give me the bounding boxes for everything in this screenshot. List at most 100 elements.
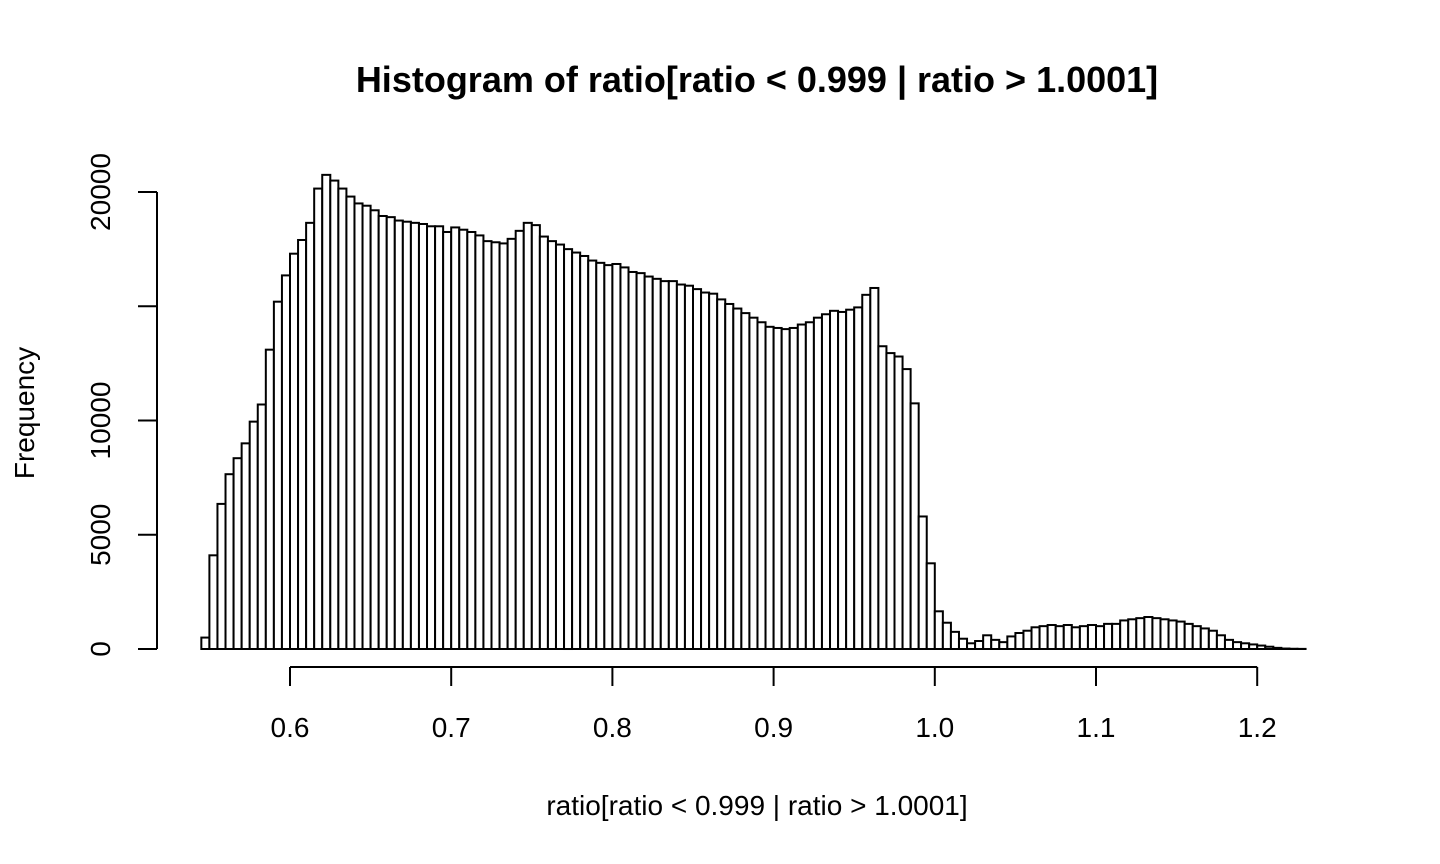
histogram-bar [998, 641, 1009, 651]
histogram-bar [264, 348, 275, 650]
histogram-bar [1046, 624, 1057, 651]
histogram-bar [1272, 646, 1283, 650]
histogram-bar [764, 325, 775, 650]
histogram-bar [361, 204, 372, 651]
histogram-bar [909, 402, 920, 650]
histogram-bar [401, 220, 412, 651]
histogram-bar [933, 610, 944, 650]
histogram-bar [506, 237, 517, 650]
histogram-bar [740, 312, 751, 650]
histogram-bar [829, 309, 840, 650]
histogram-bar [893, 355, 904, 650]
histogram-bar [1095, 625, 1106, 651]
histogram-bar [409, 221, 420, 650]
histogram-bar [1078, 625, 1089, 651]
x-tick-label: 0.9 [754, 712, 793, 743]
histogram-bar [885, 352, 896, 650]
histogram-bar [1135, 617, 1146, 651]
histogram-bar [1054, 625, 1065, 651]
histogram-bar [756, 321, 767, 650]
histogram-bar [925, 562, 936, 650]
histogram-bar [708, 292, 719, 650]
histogram-bar [289, 252, 300, 650]
histogram-bar [563, 248, 574, 651]
histogram-bar [1240, 642, 1251, 650]
histogram-bar [554, 243, 566, 650]
histogram-bar [571, 251, 582, 651]
histogram-bar [280, 274, 292, 650]
histogram-bar [1199, 627, 1210, 650]
x-tick-label: 1.2 [1238, 712, 1277, 743]
y-tick-label: 0 [85, 641, 116, 657]
histogram-bar [1183, 622, 1194, 650]
histogram-bar [369, 209, 380, 650]
histogram-bar [1143, 616, 1154, 651]
histogram-bar [1159, 618, 1170, 650]
histogram-bar [772, 326, 783, 650]
y-tick-label: 10000 [85, 382, 116, 460]
histogram-bar [1191, 625, 1202, 651]
histogram-bar [788, 326, 799, 650]
histogram-bar [538, 235, 549, 650]
histogram-bar [917, 515, 928, 650]
histogram-bar [635, 272, 646, 650]
histogram-bar [385, 216, 396, 650]
histogram-bar [200, 636, 211, 651]
histogram-bar [417, 222, 429, 651]
histogram-bar [595, 261, 606, 650]
x-tick-label: 0.7 [432, 712, 471, 743]
histogram-bar [329, 179, 340, 651]
histogram-bar [256, 403, 267, 650]
histogram-bar [619, 266, 630, 650]
histogram-bar [514, 229, 525, 650]
histogram-bar [837, 310, 848, 650]
y-axis-label: Frequency [9, 347, 40, 479]
histogram-bar [1070, 626, 1081, 650]
histogram-bar [957, 637, 969, 650]
histogram-bar [949, 630, 960, 650]
histogram-bar [458, 228, 469, 650]
histogram-bar [490, 241, 501, 651]
histogram-bar [232, 457, 243, 651]
histogram-bar [643, 275, 654, 650]
bars-group [200, 173, 1307, 651]
histogram-bar [611, 262, 622, 650]
histogram-bar [337, 187, 348, 650]
histogram-bar [1030, 626, 1041, 650]
histogram-bar [724, 302, 735, 650]
x-tick-label: 1.0 [915, 712, 954, 743]
histogram-bar [345, 195, 356, 650]
histogram-bar [941, 621, 952, 650]
histogram-bar [450, 226, 461, 650]
histogram-bar [482, 240, 493, 650]
histogram-bar [1062, 624, 1073, 651]
histogram-bar [667, 280, 678, 650]
histogram-bar [208, 554, 219, 651]
histogram-bar [820, 313, 832, 650]
x-tick-label: 1.1 [1077, 712, 1116, 743]
histogram-bar [845, 308, 856, 650]
histogram-bar [522, 221, 533, 650]
histogram-bar [1006, 635, 1017, 650]
histogram-bar [1264, 645, 1275, 650]
histogram-bar [877, 345, 888, 650]
histogram-bar [780, 328, 791, 650]
histogram-bar [1038, 625, 1049, 651]
histogram-bar [498, 242, 509, 650]
histogram-bar [966, 642, 977, 650]
histogram-bar [1086, 624, 1097, 651]
histogram-bar [1119, 619, 1130, 651]
histogram-bar [313, 187, 324, 650]
histogram-bar [732, 307, 743, 650]
histogram-bar [1103, 622, 1114, 650]
histogram-bar [377, 214, 388, 651]
histogram-bar [1151, 617, 1162, 651]
histogram-bar [272, 300, 283, 650]
histogram-bar [1256, 644, 1267, 651]
histogram-bar [466, 230, 477, 651]
histogram-bar [683, 284, 695, 650]
histogram-bar [297, 238, 308, 651]
histogram-bar [1232, 641, 1243, 651]
histogram-bar [659, 280, 670, 650]
histogram-bar [796, 323, 807, 650]
